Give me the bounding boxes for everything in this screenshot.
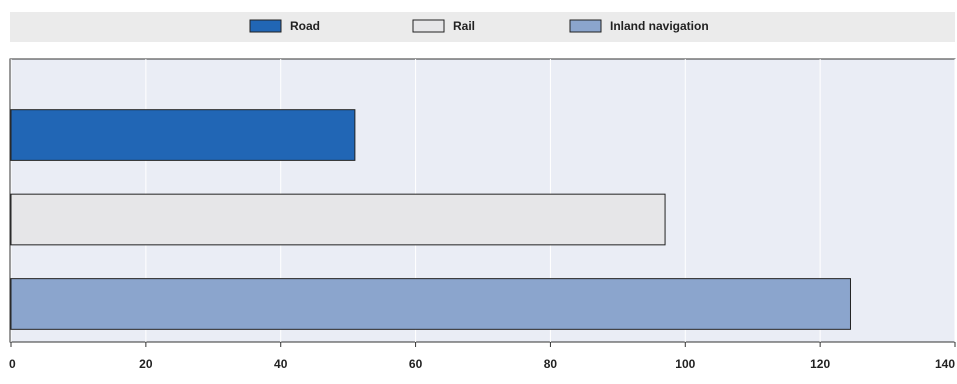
legend-background: [10, 12, 955, 42]
x-tick-label: 40: [274, 357, 288, 371]
x-tick-label: 140: [935, 357, 955, 371]
legend-swatch: [412, 19, 445, 33]
legend: Road Rail Inland navigation: [249, 19, 709, 33]
legend-label: Rail: [453, 19, 475, 33]
x-axis: 0 20 40 60 80 100 120 140: [9, 342, 956, 371]
x-tick-label: 100: [675, 357, 695, 371]
bar: [10, 193, 666, 246]
legend-swatch: [569, 19, 602, 33]
bars: [10, 109, 851, 330]
bar: [10, 278, 851, 330]
x-tick-label: 20: [139, 357, 153, 371]
legend-label: Road: [290, 19, 320, 33]
x-tick-label: 120: [810, 357, 830, 371]
legend-label: Inland navigation: [610, 19, 709, 33]
x-tick-label: 60: [409, 357, 423, 371]
x-tick-label: 80: [544, 357, 558, 371]
x-tick-label: 0: [9, 357, 16, 371]
legend-swatch: [249, 19, 282, 33]
bar: [10, 109, 356, 161]
